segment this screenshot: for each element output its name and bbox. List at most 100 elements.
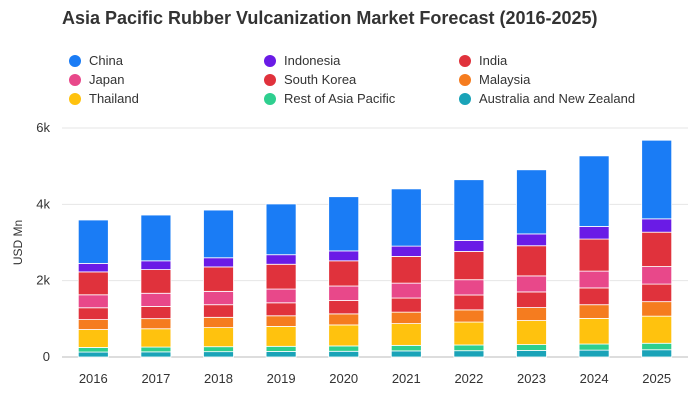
bar-segment[interactable] xyxy=(140,351,172,358)
bar-segment[interactable] xyxy=(140,269,172,294)
bar-segment[interactable] xyxy=(390,344,422,352)
legend-item[interactable]: Thailand xyxy=(69,91,139,106)
bar-segment[interactable] xyxy=(453,279,485,296)
bar-segment[interactable] xyxy=(77,219,109,264)
bar-segment[interactable] xyxy=(328,324,360,347)
bar-segment[interactable] xyxy=(390,282,422,299)
bar-segment[interactable] xyxy=(328,350,360,358)
bar-segment[interactable] xyxy=(578,226,610,240)
bar-segment[interactable] xyxy=(641,349,673,358)
bar-segment[interactable] xyxy=(641,139,673,220)
bar-segment[interactable] xyxy=(390,297,422,313)
bar-segment[interactable] xyxy=(641,231,673,267)
bar-segment[interactable] xyxy=(203,351,234,358)
bar-segment[interactable] xyxy=(641,283,673,303)
bar-segment[interactable] xyxy=(390,188,422,247)
bar-segment[interactable] xyxy=(453,179,485,241)
bar-segment[interactable] xyxy=(516,307,547,321)
bar-segment[interactable] xyxy=(265,288,297,304)
bar-segment[interactable] xyxy=(328,345,360,352)
bar-segment[interactable] xyxy=(140,292,172,307)
bar-segment[interactable] xyxy=(390,311,422,325)
bar-segment[interactable] xyxy=(328,250,360,262)
bar-segment[interactable] xyxy=(641,218,673,233)
bar-segment[interactable] xyxy=(77,271,109,296)
bar-segment[interactable] xyxy=(516,233,547,247)
bar-segment[interactable] xyxy=(203,266,234,292)
bar-segment[interactable] xyxy=(328,260,360,287)
bar-segment[interactable] xyxy=(203,209,234,259)
bar-segment[interactable] xyxy=(265,263,297,290)
bar-segment[interactable] xyxy=(77,263,109,273)
bar-segment[interactable] xyxy=(265,302,297,317)
bar-segment[interactable] xyxy=(77,347,109,353)
bar-segment[interactable] xyxy=(140,346,172,353)
bar-segment[interactable] xyxy=(203,257,234,268)
bar-segment[interactable] xyxy=(140,318,172,330)
bar-segment[interactable] xyxy=(516,344,547,351)
bar-segment[interactable] xyxy=(453,251,485,281)
bar-segment[interactable] xyxy=(453,309,485,323)
legend-item[interactable]: China xyxy=(69,53,123,68)
legend-label: China xyxy=(89,53,123,68)
bar-segment[interactable] xyxy=(390,323,422,346)
bar-segment[interactable] xyxy=(516,275,547,293)
bar-segment[interactable] xyxy=(77,294,109,309)
bar-segment[interactable] xyxy=(578,155,610,227)
bar-segment[interactable] xyxy=(390,256,422,284)
bar-segment[interactable] xyxy=(328,285,360,301)
bar-segment[interactable] xyxy=(578,287,610,306)
bar-segment[interactable] xyxy=(453,344,485,352)
bar-segment[interactable] xyxy=(516,291,547,308)
bar-segment[interactable] xyxy=(77,351,109,358)
bar-segment[interactable] xyxy=(77,319,109,330)
bar-segment[interactable] xyxy=(140,260,172,270)
bar-segment[interactable] xyxy=(453,321,485,346)
bar-segment[interactable] xyxy=(453,350,485,358)
bar-segment[interactable] xyxy=(265,345,297,352)
bar-segment[interactable] xyxy=(203,290,234,306)
bar-segment[interactable] xyxy=(203,316,234,329)
bar-segment[interactable] xyxy=(77,329,109,348)
bar-segment[interactable] xyxy=(328,196,360,252)
bar-segment[interactable] xyxy=(203,327,234,348)
bar-segment[interactable] xyxy=(578,270,610,289)
bar-segment[interactable] xyxy=(390,350,422,358)
bar-segment[interactable] xyxy=(641,266,673,285)
bar-segment[interactable] xyxy=(328,300,360,315)
legend-item[interactable]: Indonesia xyxy=(264,53,340,68)
bar-segment[interactable] xyxy=(265,315,297,327)
bar-segment[interactable] xyxy=(516,169,547,235)
bar-segment[interactable] xyxy=(265,326,297,347)
bar-segment[interactable] xyxy=(641,301,673,317)
bar-segment[interactable] xyxy=(265,203,297,256)
legend-item[interactable]: Malaysia xyxy=(459,72,530,87)
bar-segment[interactable] xyxy=(265,351,297,358)
bar-segment[interactable] xyxy=(578,343,610,351)
bar-segment[interactable] xyxy=(203,304,234,318)
legend-item[interactable]: Australia and New Zealand xyxy=(459,91,635,106)
bar-segment[interactable] xyxy=(140,306,172,320)
bar-segment[interactable] xyxy=(516,350,547,358)
legend-item[interactable]: Japan xyxy=(69,72,124,87)
bar-segment[interactable] xyxy=(265,254,297,265)
bar-segment[interactable] xyxy=(578,238,610,272)
bar-segment[interactable] xyxy=(328,313,360,326)
bar-segment[interactable] xyxy=(641,342,673,351)
bar-segment[interactable] xyxy=(516,245,547,277)
legend-item[interactable]: India xyxy=(459,53,507,68)
bar-segment[interactable] xyxy=(578,318,610,345)
bar-segment[interactable] xyxy=(140,214,172,262)
bar-segment[interactable] xyxy=(140,328,172,348)
bar-segment[interactable] xyxy=(578,304,610,319)
bar-segment[interactable] xyxy=(203,346,234,353)
bar-segment[interactable] xyxy=(641,315,673,344)
bar-segment[interactable] xyxy=(77,307,109,320)
bar-segment[interactable] xyxy=(578,349,610,358)
bar-segment[interactable] xyxy=(390,245,422,257)
bar-segment[interactable] xyxy=(516,320,547,345)
bar-segment[interactable] xyxy=(453,240,485,252)
bar-segment[interactable] xyxy=(453,294,485,311)
legend-item[interactable]: Rest of Asia Pacific xyxy=(264,91,395,106)
legend-item[interactable]: South Korea xyxy=(264,72,356,87)
